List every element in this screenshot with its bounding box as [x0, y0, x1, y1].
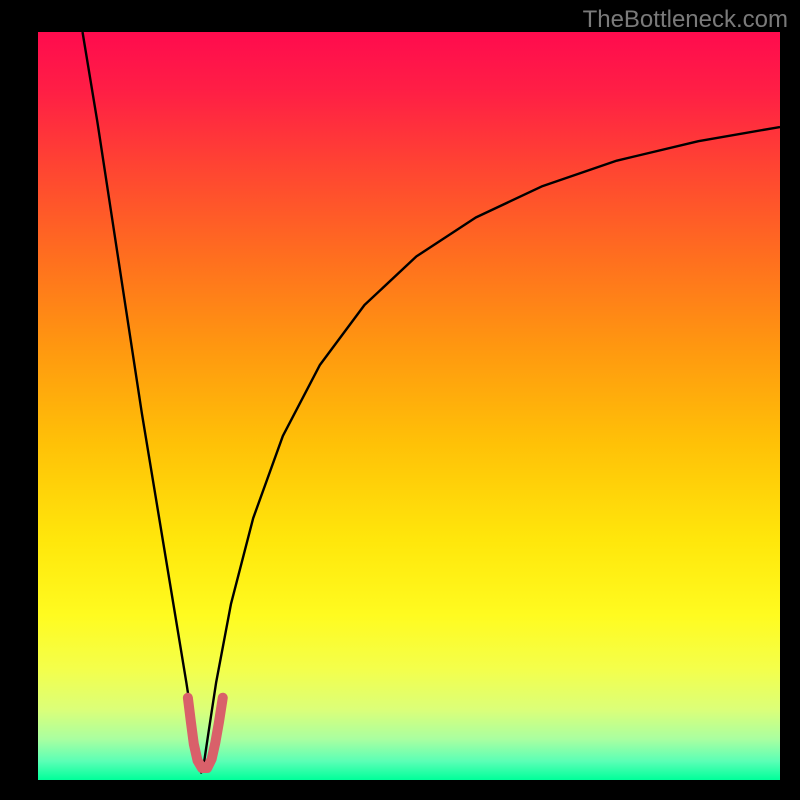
chart-svg	[38, 32, 780, 780]
bottleneck-curve-chart	[38, 32, 780, 780]
watermark-label: TheBottleneck.com	[583, 6, 788, 34]
chart-background	[38, 32, 780, 780]
